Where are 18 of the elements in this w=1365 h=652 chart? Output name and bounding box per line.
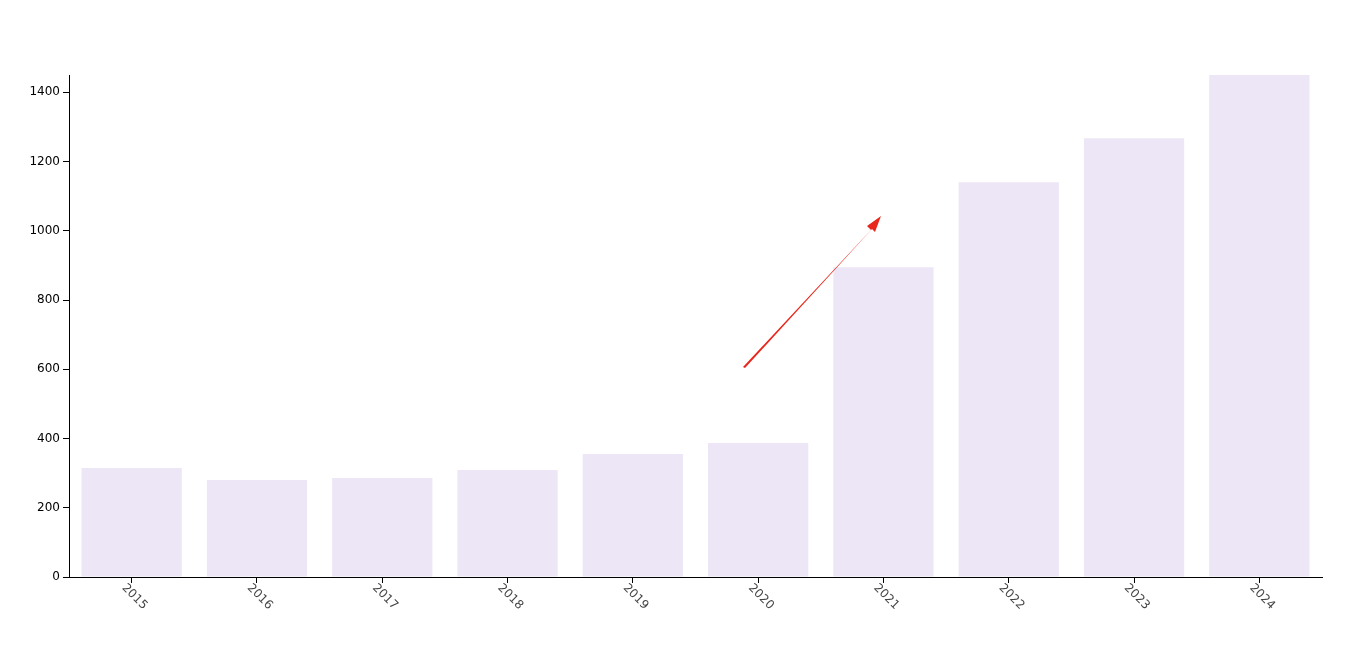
bar: [958, 182, 1059, 577]
bar: [1083, 138, 1185, 577]
bar: [457, 470, 558, 577]
bar: [582, 454, 683, 577]
y-tick-label: 200: [37, 499, 60, 514]
y-tick-label: 800: [37, 292, 60, 307]
y-tick-label: 1000: [29, 222, 60, 237]
bar: [206, 480, 308, 577]
y-tick-label: 400: [37, 430, 60, 445]
bar: [708, 443, 809, 577]
y-tick-label: 600: [37, 361, 60, 376]
bar: [332, 477, 433, 577]
bar: [1209, 75, 1310, 577]
bar: [81, 467, 182, 577]
y-tick-label: 1200: [29, 153, 60, 168]
y-tick-label: 1400: [29, 84, 60, 99]
bar: [833, 267, 934, 577]
y-tick-label: 0: [52, 569, 60, 584]
